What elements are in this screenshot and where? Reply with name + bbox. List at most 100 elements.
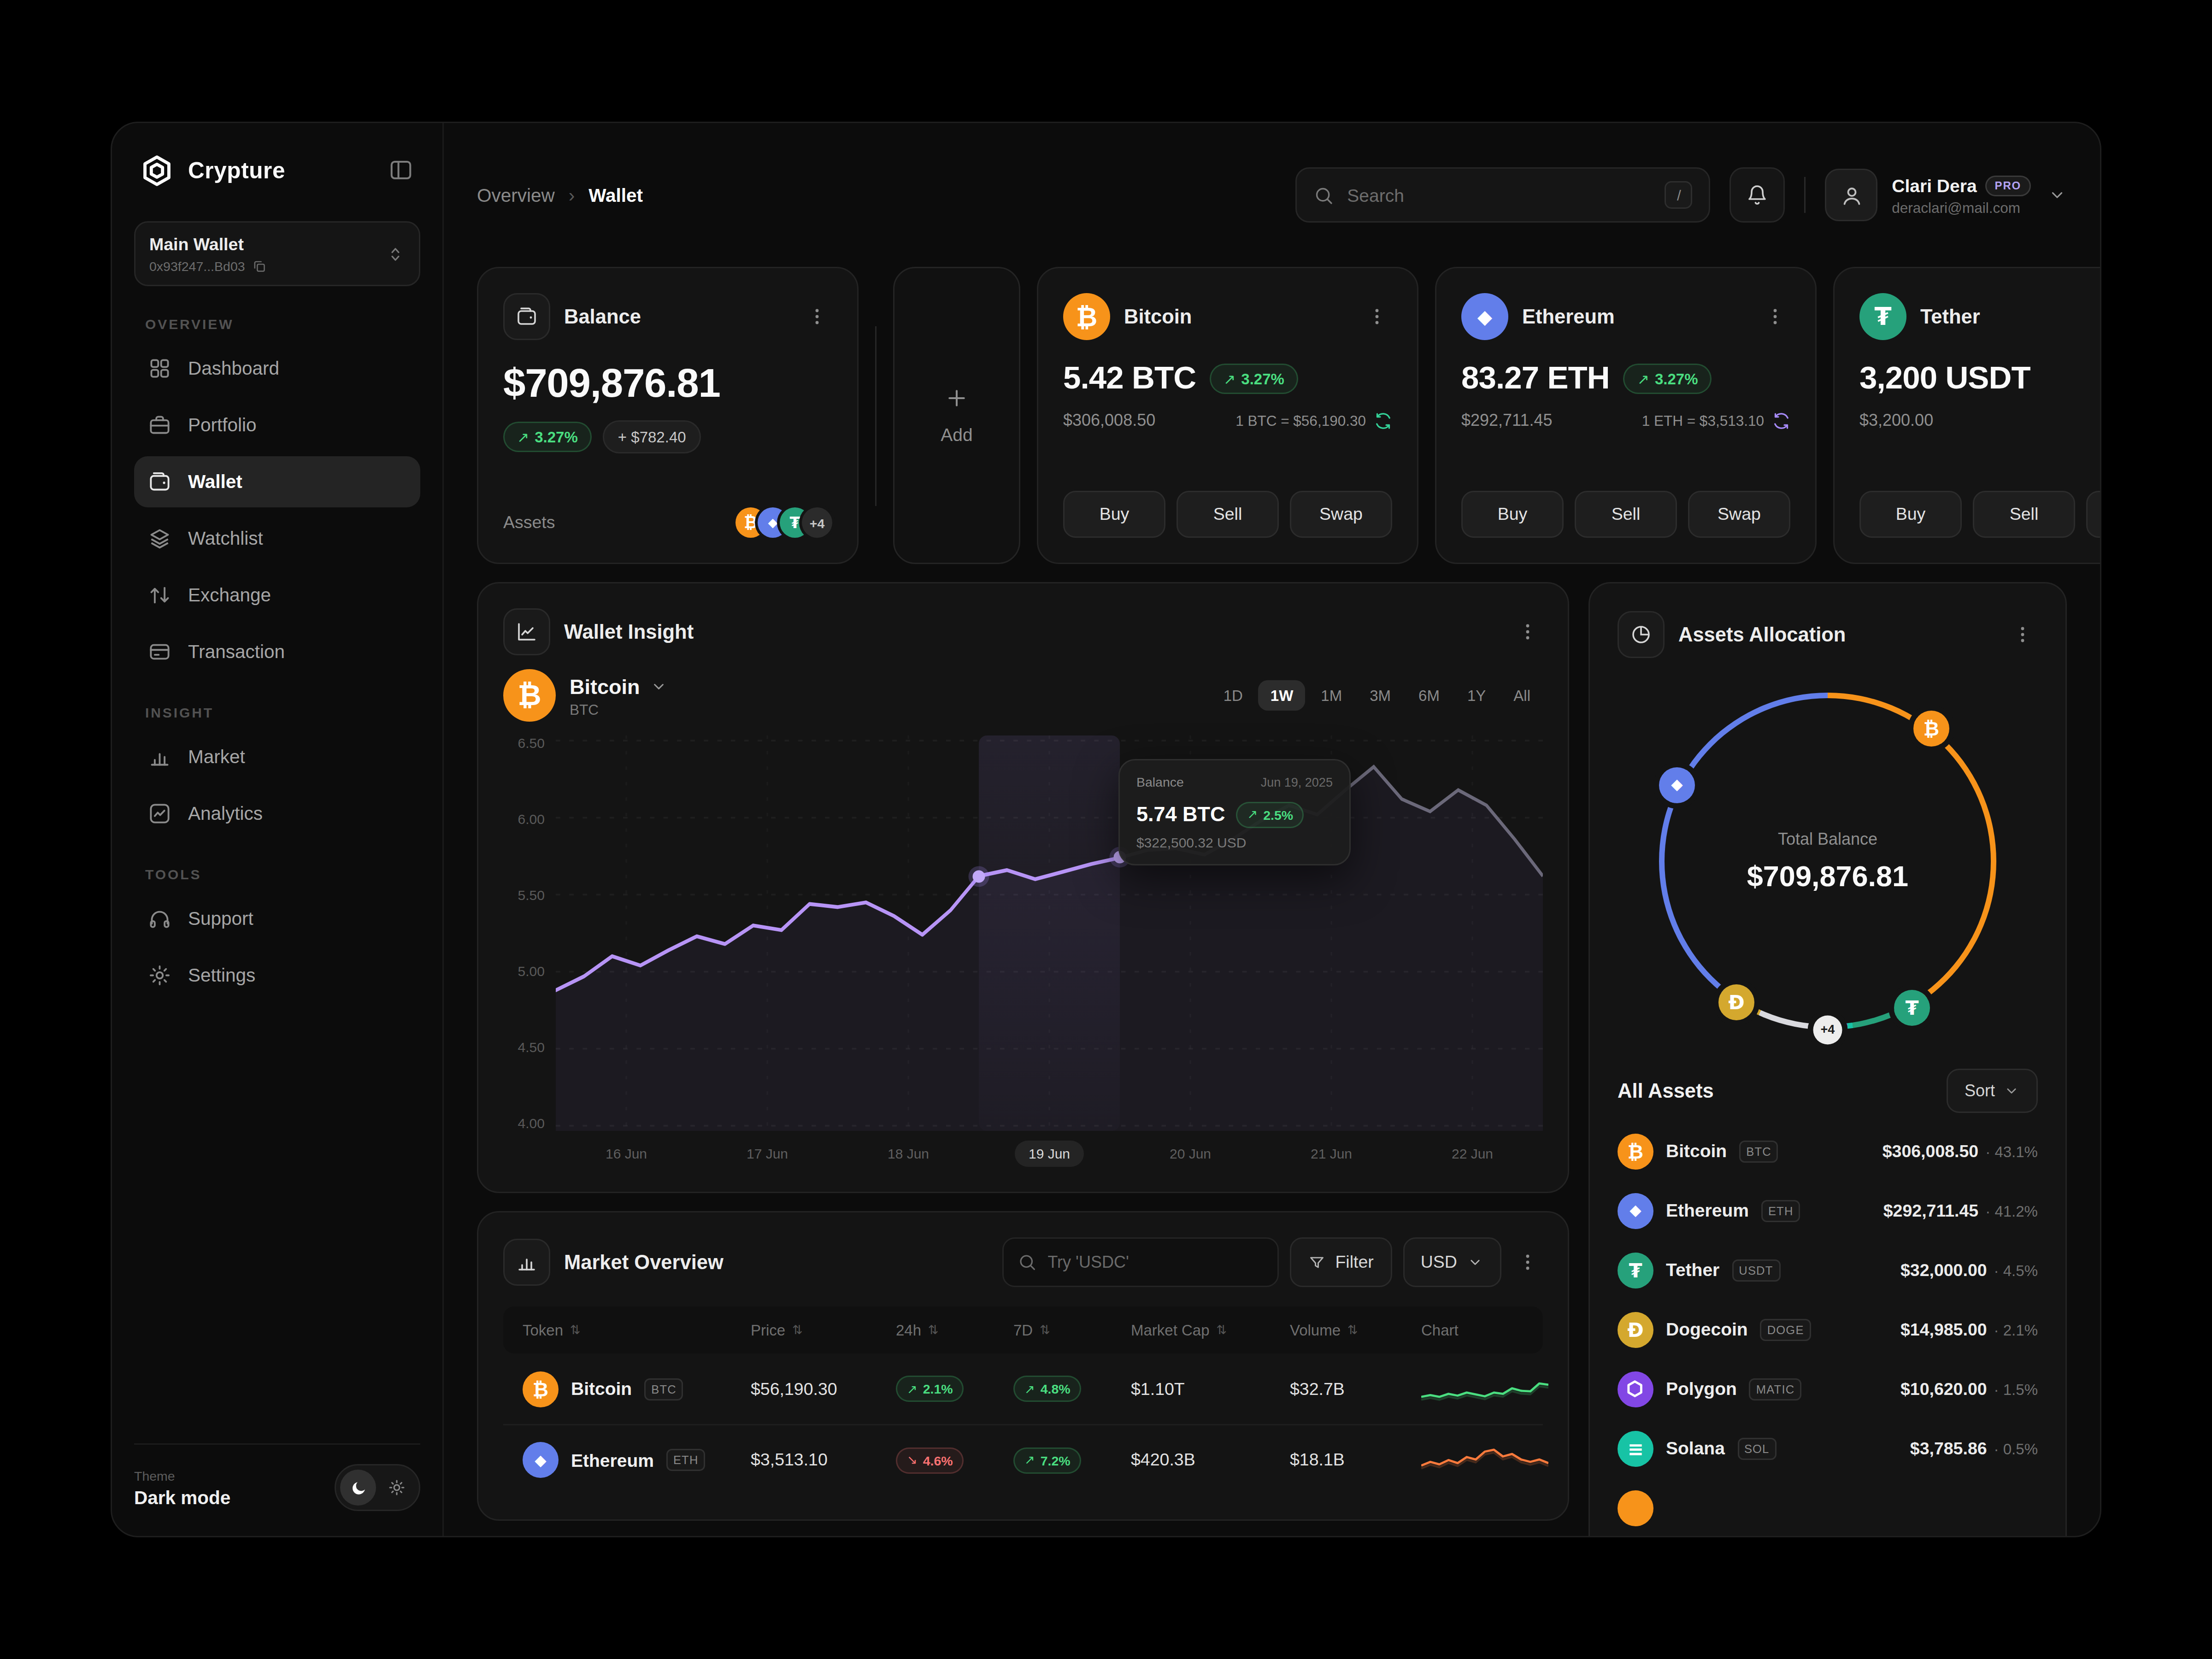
market-search-input[interactable] <box>1047 1253 1263 1272</box>
buy-button[interactable]: Buy <box>1859 491 1962 538</box>
copy-icon[interactable] <box>252 259 267 274</box>
sidebar-item-analytics[interactable]: Analytics <box>134 788 420 839</box>
insight-menu-button[interactable] <box>1512 617 1543 647</box>
range-tab-1w[interactable]: 1W <box>1258 680 1306 711</box>
sidebar-nav: OVERVIEWDashboardPortfolioWalletWatchlis… <box>134 289 420 1443</box>
breadcrumb-parent[interactable]: Overview <box>477 185 555 206</box>
wallet-selector[interactable]: Main Wallet 0x93f247...Bd03 <box>134 221 420 286</box>
range-tab-all[interactable]: All <box>1501 680 1543 711</box>
chart-plot-area[interactable]: Balance Jun 19, 2025 5.74 BTC ↗2.5% $ <box>556 735 1543 1131</box>
dashboard-icon <box>148 357 171 380</box>
bell-icon <box>1747 184 1769 206</box>
sidebar-item-watchlist[interactable]: Watchlist <box>134 513 420 564</box>
sidebar-item-label: Portfolio <box>188 415 257 435</box>
buy-button[interactable]: Buy <box>1063 491 1165 538</box>
asset-list-item-polygon[interactable]: PolygonMATIC$10,620.00· 1.5% <box>1618 1359 2038 1418</box>
market-menu-button[interactable] <box>1512 1247 1543 1277</box>
global-search[interactable]: / <box>1296 167 1711 223</box>
column-header-token[interactable]: Token⇅ <box>523 1322 751 1338</box>
profile-menu[interactable]: Clari Dera PRO deraclari@mail.com <box>1825 169 2067 221</box>
token-volume: $32.7B <box>1290 1379 1421 1399</box>
refresh-rate-icon[interactable] <box>1374 412 1392 429</box>
sidebar-item-wallet[interactable]: Wallet <box>134 456 420 507</box>
asset-value: $32,000.00· 4.5% <box>1900 1260 2038 1280</box>
analytics-icon <box>148 802 171 825</box>
eth-coin-icon: ◆ <box>1461 293 1508 340</box>
selected-coin-symbol: BTC <box>570 700 668 717</box>
x-tick-17-jun: 17 Jun <box>697 1131 838 1167</box>
right-column: Assets Allocation Total Balance $709,876… <box>1588 582 2067 1537</box>
theme-toggle[interactable] <box>335 1464 420 1511</box>
asset-percent: · 0.5% <box>1994 1440 2038 1457</box>
asset-ticker-tag: SOL <box>1737 1437 1777 1459</box>
market-search[interactable] <box>1002 1237 1278 1287</box>
market-row-ethereum[interactable]: ◆EthereumETH$3,513.10↘4.6%↗7.2%$420.3B$1… <box>503 1424 1543 1494</box>
sidebar-item-market[interactable]: Market <box>134 731 420 782</box>
asset-fiat-value: $306,008.50 <box>1063 411 1155 430</box>
buy-button[interactable]: Buy <box>1461 491 1564 538</box>
dashboard-grid: Wallet Insight ₿ Bitcoin <box>477 582 2067 1537</box>
allocation-menu-button[interactable] <box>2007 619 2038 650</box>
asset-ticker-tag: BTC <box>1739 1140 1778 1162</box>
swap-button[interactable]: Swap <box>1290 491 1392 538</box>
light-mode-button[interactable] <box>379 1470 415 1506</box>
wallet-icon <box>516 306 538 328</box>
sell-button[interactable]: Sell <box>1177 491 1279 538</box>
main-area: Overview › Wallet / Clari Dera <box>444 123 2100 1536</box>
sort-button[interactable]: Sort <box>1947 1069 2038 1113</box>
refresh-rate-icon[interactable] <box>1772 412 1790 429</box>
chart-data-point[interactable] <box>973 870 985 882</box>
range-tab-1y[interactable]: 1Y <box>1455 680 1498 711</box>
swap-button[interactable]: Swap <box>1688 491 1790 538</box>
change-badge: ↗7.2% <box>1013 1447 1082 1473</box>
currency-select[interactable]: USD <box>1403 1237 1501 1287</box>
sell-button[interactable]: Sell <box>1973 491 2075 538</box>
sidebar-item-support[interactable]: Support <box>134 893 420 944</box>
range-tab-1d[interactable]: 1D <box>1211 680 1255 711</box>
column-header-price[interactable]: Price⇅ <box>751 1322 896 1338</box>
sidebar-item-transaction[interactable]: Transaction <box>134 626 420 677</box>
column-header-7d[interactable]: 7D⇅ <box>1013 1322 1131 1338</box>
chevron-down-icon[interactable] <box>2047 185 2067 205</box>
chart-coin-selector[interactable]: ₿ Bitcoin BTC <box>503 669 668 722</box>
allocation-title: Assets Allocation <box>1678 624 1846 646</box>
sidebar-item-portfolio[interactable]: Portfolio <box>134 400 420 451</box>
search-shortcut-key: / <box>1665 181 1693 209</box>
topbar: Overview › Wallet / Clari Dera <box>444 123 2100 267</box>
range-tab-6m[interactable]: 6M <box>1406 680 1452 711</box>
asset-list-item-bitcoin[interactable]: ₿BitcoinBTC$306,008.50· 43.1% <box>1618 1121 2038 1181</box>
sell-button[interactable]: Sell <box>1575 491 1677 538</box>
asset-list-item-ethereum[interactable]: ◆EthereumETH$292,711.45· 41.2% <box>1618 1181 2038 1240</box>
sidebar-item-exchange[interactable]: Exchange <box>134 570 420 621</box>
btc-coin-icon: ₿ <box>523 1371 559 1407</box>
y-tick: 6.50 <box>503 735 545 751</box>
sidebar-item-dashboard[interactable]: Dashboard <box>134 343 420 394</box>
asset-value: $3,785.86· 0.5% <box>1910 1439 2038 1458</box>
sidebar-collapse-button[interactable] <box>387 157 415 185</box>
notifications-button[interactable] <box>1730 167 1785 223</box>
asset-list-item-tether[interactable]: ₮TetherUSDT$32,000.00· 4.5% <box>1618 1240 2038 1300</box>
add-asset-card[interactable]: Add <box>893 267 1020 564</box>
bar-chart-icon <box>516 1251 538 1273</box>
sidebar-item-settings[interactable]: Settings <box>134 950 420 1001</box>
filter-button[interactable]: Filter <box>1289 1237 1391 1287</box>
balance-menu-button[interactable] <box>802 301 832 332</box>
range-tab-3m[interactable]: 3M <box>1357 680 1403 711</box>
asset-card-menu-button[interactable] <box>1362 301 1392 332</box>
range-tab-1m[interactable]: 1M <box>1308 680 1354 711</box>
asset-card-menu-button[interactable] <box>1760 301 1790 332</box>
asset-list-item-solana[interactable]: ≡SolanaSOL$3,785.86· 0.5% <box>1618 1418 2038 1478</box>
market-row-bitcoin[interactable]: ₿BitcoinBTC$56,190.30↗2.1%↗4.8%$1.10T$32… <box>503 1353 1543 1424</box>
sidebar-section-insight: INSIGHT <box>145 705 409 720</box>
cards-divider <box>875 326 877 506</box>
column-header-market-cap[interactable]: Market Cap⇅ <box>1131 1322 1290 1338</box>
column-header-volume[interactable]: Volume⇅ <box>1290 1322 1421 1338</box>
search-input[interactable] <box>1347 185 1653 206</box>
kebab-icon <box>1366 306 1388 328</box>
asset-list-item-dogecoin[interactable]: ÐDogecoinDOGE$14,985.00· 2.1% <box>1618 1300 2038 1359</box>
chart-tooltip: Balance Jun 19, 2025 5.74 BTC ↗2.5% $ <box>1118 759 1351 865</box>
swap-button[interactable]: Swap <box>2086 491 2101 538</box>
column-header-24h[interactable]: 24h⇅ <box>896 1322 1013 1338</box>
dark-mode-button[interactable] <box>340 1470 376 1506</box>
balance-title: Balance <box>564 306 641 328</box>
